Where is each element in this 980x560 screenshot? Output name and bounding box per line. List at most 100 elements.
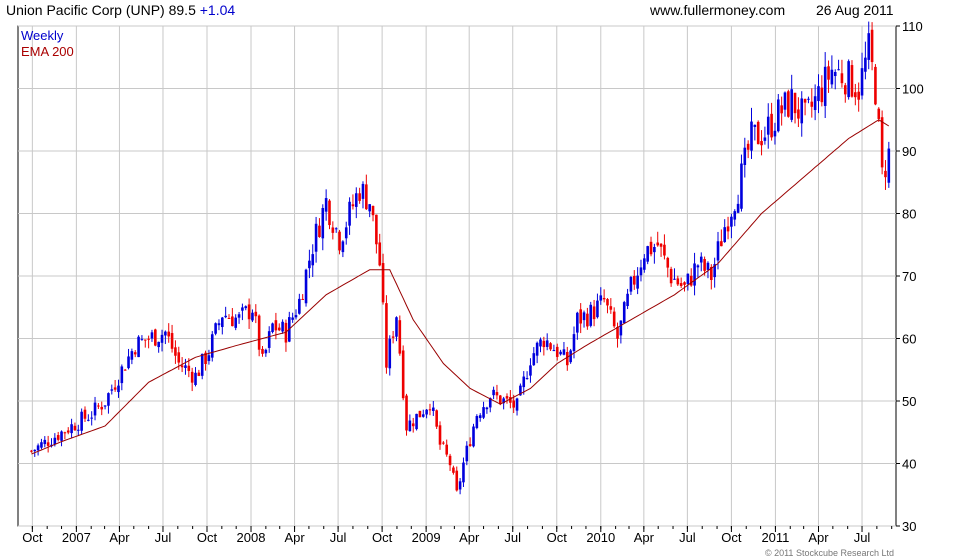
candle-down xyxy=(579,309,582,324)
candle-down xyxy=(602,297,606,300)
candle-up xyxy=(562,349,566,355)
candle-down xyxy=(391,336,395,338)
candle-up xyxy=(80,411,83,431)
candle-up xyxy=(572,334,576,352)
candle-up xyxy=(33,449,37,452)
candle-up xyxy=(763,137,767,141)
candle-up xyxy=(415,413,418,430)
candle-up xyxy=(408,420,412,432)
candle-down xyxy=(180,365,184,368)
candle-up xyxy=(200,353,204,376)
candle-up xyxy=(773,130,777,137)
candle-down xyxy=(746,143,750,150)
candle-down xyxy=(726,226,730,232)
y-tick-label: 90 xyxy=(902,144,916,159)
candle-up xyxy=(314,223,318,252)
candle-down xyxy=(586,313,589,327)
candle-up xyxy=(596,300,599,318)
candle-down xyxy=(850,65,854,97)
candle-down xyxy=(435,410,438,427)
candle-down xyxy=(351,204,355,207)
candle-down xyxy=(787,91,790,117)
candle-down xyxy=(123,369,127,371)
candle-down xyxy=(442,442,445,444)
candle-down xyxy=(177,352,181,363)
candle-down xyxy=(827,66,830,80)
candle-up xyxy=(643,258,646,270)
candle-up xyxy=(311,254,315,266)
candle-up xyxy=(653,246,656,253)
candle-up xyxy=(636,275,639,289)
legend-ema: EMA 200 xyxy=(21,44,74,59)
candle-down xyxy=(385,303,388,368)
candle-up xyxy=(43,439,47,445)
candle-down xyxy=(338,231,341,251)
candle-down xyxy=(154,329,157,346)
x-tick-label: 2007 xyxy=(62,530,91,545)
candle-down xyxy=(780,105,783,114)
candle-down xyxy=(770,113,773,138)
x-tick-label: Oct xyxy=(22,530,43,545)
candle-up xyxy=(629,277,633,292)
x-tick-label: 2009 xyxy=(412,530,441,545)
candle-down xyxy=(438,425,442,445)
candle-up xyxy=(184,365,187,368)
candle-down xyxy=(857,91,860,100)
candle-down xyxy=(445,444,449,455)
candle-up xyxy=(545,340,549,347)
site-name[interactable]: www.fullermoney.com xyxy=(650,2,786,18)
candle-down xyxy=(509,397,512,403)
candle-up xyxy=(244,306,248,309)
candle-up xyxy=(673,278,676,280)
candle-up xyxy=(485,407,489,410)
candle-up xyxy=(766,116,770,135)
candle-up xyxy=(887,148,891,183)
candle-up xyxy=(699,256,703,263)
y-tick-label: 100 xyxy=(902,82,924,97)
candle-up xyxy=(241,307,244,311)
x-tick-label: Oct xyxy=(197,530,218,545)
candle-down xyxy=(854,92,857,98)
candle-down xyxy=(113,387,117,390)
x-tick-label: Apr xyxy=(634,530,655,545)
chart-title: Union Pacific Corp (UNP) 89.5 +1.04 xyxy=(6,0,235,20)
candle-up xyxy=(321,208,325,239)
candle-down xyxy=(840,73,844,84)
candle-up xyxy=(807,98,810,100)
candle-down xyxy=(666,257,670,268)
candle-up xyxy=(237,314,241,318)
candle-up xyxy=(140,338,144,340)
candle-down xyxy=(632,275,636,285)
candle-down xyxy=(30,450,33,452)
candle-down xyxy=(592,306,596,320)
candle-down xyxy=(83,409,87,419)
candle-down xyxy=(803,98,807,103)
candle-up xyxy=(529,365,532,376)
y-tick-label: 50 xyxy=(902,394,916,409)
candle-up xyxy=(860,68,864,96)
candle-up xyxy=(120,366,124,384)
candle-down xyxy=(760,141,763,146)
candle-down xyxy=(468,444,472,447)
candle-down xyxy=(683,282,686,285)
candle-up xyxy=(348,201,351,226)
candle-up xyxy=(90,417,93,419)
candle-down xyxy=(97,405,100,407)
candle-down xyxy=(549,343,552,350)
candle-up xyxy=(334,228,338,230)
candle-up xyxy=(522,376,526,388)
candle-up xyxy=(214,323,217,334)
candle-up xyxy=(589,304,593,326)
candle-up xyxy=(103,405,107,407)
candle-down xyxy=(378,242,382,266)
candle-down xyxy=(358,193,361,201)
candle-down xyxy=(190,371,194,383)
candle-up xyxy=(388,338,392,369)
candle-down xyxy=(689,275,693,286)
candle-down xyxy=(227,317,231,319)
candle-down xyxy=(679,283,683,286)
candle-down xyxy=(418,410,422,418)
candle-up xyxy=(308,260,311,269)
candle-up xyxy=(117,385,120,393)
